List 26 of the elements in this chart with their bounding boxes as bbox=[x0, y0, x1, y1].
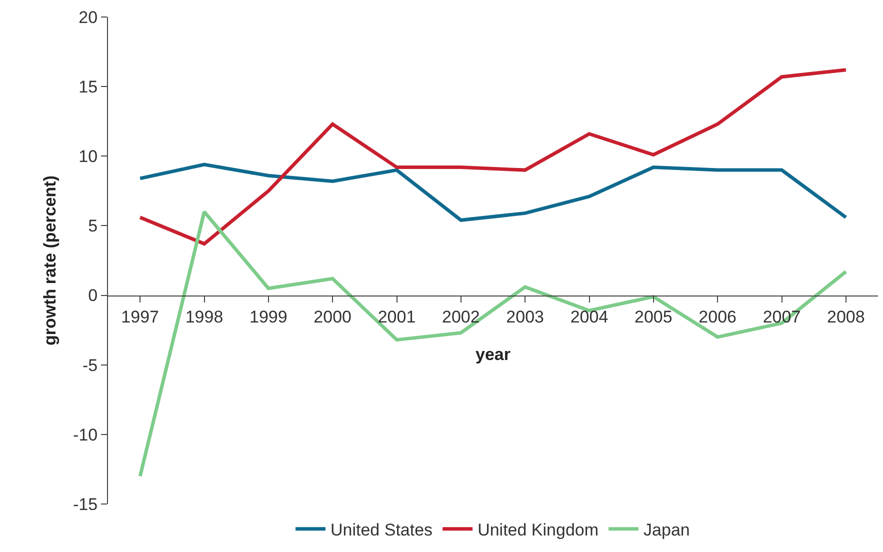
x-tick-label: 2000 bbox=[314, 308, 352, 327]
x-tick-label: 2002 bbox=[442, 308, 480, 327]
y-tick-label: 10 bbox=[78, 147, 98, 166]
line-series bbox=[138, 68, 848, 246]
y-tick-label: -5 bbox=[82, 356, 98, 375]
y-tick-label: 15 bbox=[78, 78, 98, 97]
y-tick-label: -10 bbox=[73, 425, 98, 444]
x-tick-label: 1998 bbox=[185, 308, 224, 327]
x-tick-label: 2003 bbox=[506, 308, 544, 327]
y-tick-label: 5 bbox=[88, 216, 98, 236]
x-tick-label: 1999 bbox=[250, 308, 288, 327]
y-tick-label: -15 bbox=[73, 494, 98, 514]
legend-label: United Kingdom bbox=[478, 520, 599, 540]
x-tick-label: 2004 bbox=[570, 308, 608, 327]
line-series bbox=[138, 162, 848, 222]
legend-label: United States bbox=[330, 520, 433, 540]
x-axis-title: year bbox=[476, 345, 511, 364]
x-tick-label: 2001 bbox=[378, 308, 416, 327]
x-tick-label: 2005 bbox=[634, 308, 672, 327]
y-tick-label: 0 bbox=[88, 286, 98, 306]
x-tick-label: 2008 bbox=[827, 308, 865, 327]
legend-label: Japan bbox=[644, 520, 690, 540]
x-tick-label: 2006 bbox=[698, 308, 736, 327]
x-tick-label: 1997 bbox=[121, 308, 159, 327]
y-tick-label: 20 bbox=[78, 8, 98, 27]
y-axis-title: growth rate (percent) bbox=[40, 175, 60, 346]
